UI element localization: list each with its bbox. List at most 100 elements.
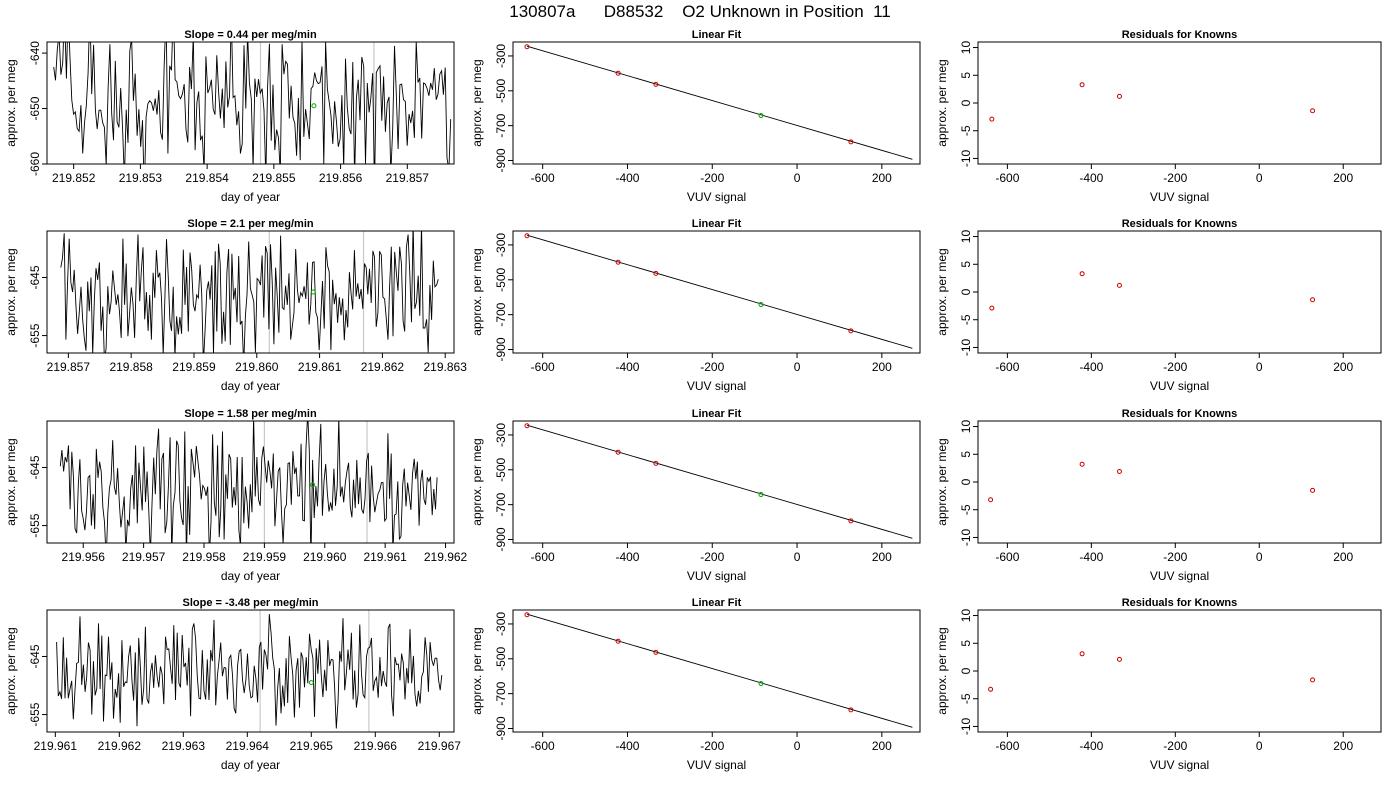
y-tick-label: -655: [28, 702, 42, 726]
x-tick-label: -200: [700, 360, 724, 374]
y-tick-label: 0: [959, 99, 973, 106]
x-tick-label: 219.854: [185, 171, 229, 185]
y-tick-label: 5: [959, 72, 973, 79]
chart-panel-linear-fit-1: -600 -400 -200 0 200 -900 -700 -500 -300 Linear F…: [470, 29, 921, 204]
y-axis-label: approx. per meg: [470, 438, 484, 525]
y-tick-label: -650: [28, 96, 42, 120]
x-tick-label: 219.960: [303, 550, 347, 564]
x-tick-label: 219.861: [298, 360, 342, 374]
x-tick-label: 0: [794, 360, 801, 374]
chart-panel-linear-fit-2: -600 -400 -200 0 200 -900 -700 -500 -300 Linear F…: [470, 218, 921, 393]
x-tick-label: -400: [1079, 171, 1103, 185]
y-tick-label: 10: [959, 420, 973, 434]
unknown-point: [308, 680, 314, 686]
y-tick-label: -645: [28, 455, 42, 479]
chart-panel-residuals-4: -600 -400 -200 0 200 -10 -5 0 5 10 Residuals for K…: [935, 597, 1382, 772]
panel-title: Slope = 1.58 per meg/min: [184, 408, 317, 420]
y-tick-label: -655: [28, 513, 42, 537]
residual-point: [989, 305, 995, 311]
known-point: [848, 328, 854, 334]
x-tick-label: 200: [872, 550, 892, 564]
plot-data-area: [989, 82, 1316, 122]
plot-frame: [46, 420, 455, 544]
y-axis-label: approx. per meg: [470, 627, 484, 714]
x-tick-label: 200: [1333, 171, 1353, 185]
residual-point: [1310, 108, 1316, 114]
fit-line: [526, 613, 913, 728]
x-tick-label: -200: [1163, 171, 1187, 185]
y-tick-label: -300: [494, 612, 508, 636]
x-tick-label: 200: [872, 171, 892, 185]
x-axis-label: VUV signal: [1150, 190, 1209, 204]
y-tick-label: -10: [959, 528, 973, 546]
known-point: [653, 81, 659, 87]
x-axis-label: VUV signal: [687, 379, 746, 393]
y-tick-label: 10: [959, 609, 973, 623]
residual-point: [1116, 282, 1122, 288]
unknown-point: [758, 681, 764, 687]
residual-point: [1310, 487, 1316, 493]
plot-data-area: [988, 651, 1316, 692]
y-tick-label: -10: [959, 717, 973, 735]
plot-frame: [977, 230, 1382, 354]
x-tick-label: 219.961: [363, 550, 407, 564]
known-point: [848, 139, 854, 145]
chart-panel-linear-fit-4: -600 -400 -200 0 200 -900 -700 -500 -300 Linear F…: [470, 597, 921, 772]
x-tick-label: -200: [1163, 739, 1187, 753]
plot-frame: [977, 420, 1382, 544]
chart-panel-linear-fit-3: -600 -400 -200 0 200 -900 -700 -500 -300 Linear F…: [470, 408, 921, 583]
x-tick-label: 219.862: [361, 360, 405, 374]
y-tick-label: -10: [959, 338, 973, 356]
x-axis-label: VUV signal: [1150, 569, 1209, 583]
x-tick-label: -600: [995, 550, 1019, 564]
y-tick-label: 0: [959, 667, 973, 674]
y-tick-label: 10: [959, 41, 973, 55]
x-tick-label: 219.856: [319, 171, 363, 185]
panel-title: Linear Fit: [692, 29, 742, 41]
chart-panel-residuals-2: -600 -400 -200 0 200 -10 -5 0 5 10 Residuals for K…: [935, 218, 1382, 393]
x-axis-label: VUV signal: [687, 569, 746, 583]
y-axis-label: approx. per meg: [4, 248, 18, 335]
x-tick-label: 0: [794, 171, 801, 185]
x-tick-label: 219.964: [226, 739, 270, 753]
unknown-point: [310, 482, 316, 488]
known-point: [653, 460, 659, 466]
plot-frame: [512, 41, 921, 165]
y-tick-label: -5: [959, 504, 973, 515]
y-tick-label: -900: [494, 527, 508, 551]
x-tick-label: 219.857: [47, 360, 91, 374]
x-tick-label: 0: [1256, 739, 1263, 753]
x-axis-label: day of year: [221, 569, 280, 583]
plot-data-area: [524, 612, 913, 728]
data-trace-line: [53, 42, 452, 164]
fit-line: [526, 424, 913, 539]
panel-title: Residuals for Knowns: [1122, 218, 1238, 230]
x-tick-label: -400: [615, 739, 639, 753]
plot-frame: [46, 230, 455, 354]
x-tick-label: 0: [1256, 550, 1263, 564]
x-tick-label: -400: [615, 360, 639, 374]
plot-data-area: [989, 271, 1316, 311]
panel-title: Linear Fit: [692, 597, 742, 609]
y-axis-label: approx. per meg: [470, 248, 484, 335]
y-tick-label: -640: [28, 41, 42, 65]
y-tick-label: -645: [28, 644, 42, 668]
x-tick-label: -200: [1163, 360, 1187, 374]
y-tick-label: -500: [494, 78, 508, 102]
y-axis-label: approx. per meg: [4, 438, 18, 525]
x-tick-label: 219.961: [34, 739, 78, 753]
x-tick-label: -600: [531, 360, 555, 374]
plot-data-area: [56, 610, 443, 732]
plot-frame: [46, 609, 455, 733]
x-tick-label: -600: [995, 171, 1019, 185]
data-trace-line: [56, 614, 443, 729]
x-tick-label: 219.855: [252, 171, 296, 185]
x-axis-label: VUV signal: [1150, 758, 1209, 772]
y-tick-label: -645: [28, 265, 42, 289]
y-tick-label: 5: [959, 640, 973, 647]
plot-data-area: [524, 423, 913, 539]
unknown-point: [758, 302, 764, 308]
x-tick-label: -400: [1079, 360, 1103, 374]
x-axis-label: VUV signal: [1150, 379, 1209, 393]
